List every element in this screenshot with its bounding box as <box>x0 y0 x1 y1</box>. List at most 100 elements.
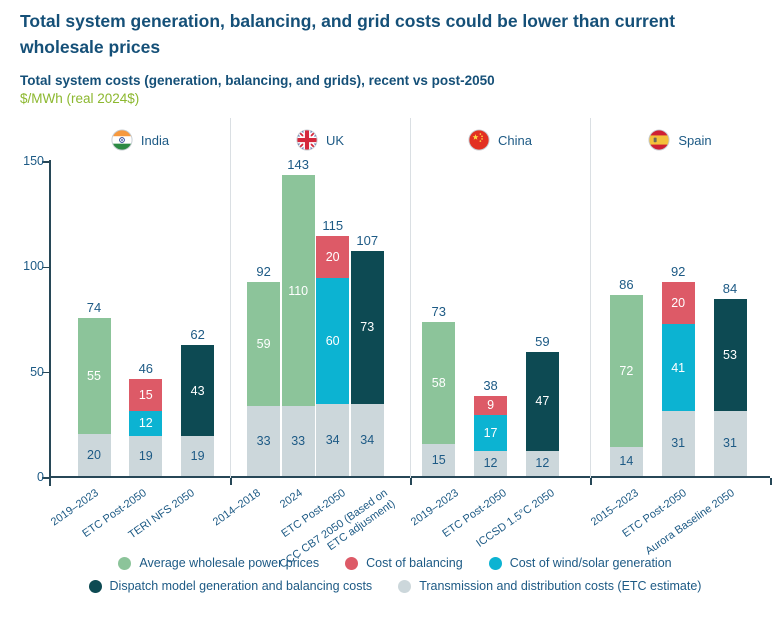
panel-header-uk: UK <box>230 129 410 151</box>
panel-divider <box>410 118 411 478</box>
legend-label: Cost of balancing <box>366 556 463 570</box>
segment-wind_solar: 60 <box>316 277 350 405</box>
india-flag-icon <box>111 129 133 151</box>
bar-ccc-cb7-2050-based-on-etc-adjusment: 107 73 34 <box>350 233 384 476</box>
bar-total-label: 73 <box>431 304 446 320</box>
segment-wholesale: 72 <box>609 294 643 447</box>
segment-wind_solar: 17 <box>474 414 508 451</box>
segment-transmission: 15 <box>422 444 456 476</box>
x-axis-end-tick <box>410 478 412 485</box>
legend-item-wind_solar: Cost of wind/solar generation <box>488 556 672 570</box>
segment-transmission: 20 <box>77 433 111 476</box>
segment-dispatch: 53 <box>713 299 747 411</box>
panel-divider <box>230 118 231 478</box>
segment-transmission: 33 <box>281 406 315 476</box>
segment-balancing: 20 <box>316 235 350 278</box>
panel-divider <box>590 118 591 478</box>
segment-wholesale: 58 <box>422 322 456 445</box>
segment-transmission: 33 <box>247 406 281 476</box>
segment-dispatch: 43 <box>181 345 215 436</box>
legend-dot-transmission <box>398 579 412 593</box>
bar-etc-post-2050: 115 20 60 34 <box>316 218 350 476</box>
segment-dispatch: 47 <box>525 351 559 451</box>
bar-total-label: 107 <box>356 232 379 248</box>
x-tick-group-spain: 2015–2023 ETC Post-2050 Aurora Baseline 20… <box>589 478 770 558</box>
panel-header-spain: Spain <box>590 129 770 151</box>
legend-dot-dispatch <box>88 579 102 593</box>
chart-units-label: $/MWh (real 2024$) <box>20 91 140 106</box>
bar-total-label: 92 <box>670 264 686 280</box>
bar-total-label: 86 <box>619 276 634 292</box>
segment-wholesale: 59 <box>247 282 281 407</box>
y-tick-label: 150 <box>23 154 44 168</box>
panel-spain: 86 72 14 92 20 41 31 84 53 31 <box>582 162 770 476</box>
panel-country-label: UK <box>325 132 345 148</box>
segment-transmission: 34 <box>316 404 350 476</box>
bar-aurora-baseline-2050: 84 53 31 <box>713 281 747 476</box>
bar-etc-post-2050: 46 15 12 19 <box>129 361 163 476</box>
y-tick <box>42 161 49 163</box>
y-tick-label: 100 <box>23 259 44 274</box>
x-axis-end-tick <box>770 478 772 485</box>
spain-flag-icon <box>648 129 670 151</box>
bar-2019-2023: 74 55 20 <box>77 300 111 476</box>
bar-total-label: 115 <box>322 217 344 233</box>
segment-balancing: 20 <box>661 282 695 325</box>
bar-total-label: 59 <box>535 333 550 349</box>
segment-wholesale: 110 <box>281 174 315 407</box>
legend-dot-wholesale <box>118 556 132 570</box>
bar-etc-post-2050: 92 20 41 31 <box>661 264 695 476</box>
segment-wind_solar: 41 <box>661 324 695 411</box>
legend-row: Dispatch model generation and balancing … <box>20 579 770 593</box>
bar-2015-2023: 86 72 14 <box>609 277 643 476</box>
y-tick <box>42 477 49 479</box>
x-axis-end-tick <box>230 478 232 485</box>
china-flag-icon <box>468 129 490 151</box>
segment-balancing: 9 <box>474 395 508 415</box>
segment-transmission: 19 <box>181 435 215 476</box>
segment-dispatch: 73 <box>350 250 384 405</box>
legend-item-balancing: Cost of balancing <box>345 556 463 570</box>
panel-uk: 92 59 33 143 110 33 115 20 60 34 107 73 34 <box>238 157 395 476</box>
panel-country-label: India <box>140 132 170 148</box>
country-headers: India UK China Spain <box>50 118 770 162</box>
chart: India UK China Spain 74 55 20 46 15 12 19 62 43 19 92… <box>20 118 772 571</box>
legend-dot-wind_solar <box>488 556 502 570</box>
x-tick-group-india: 2019–2023 ETC Post-2050 TERI NFS 2050 <box>49 478 230 554</box>
segment-transmission: 12 <box>474 450 508 476</box>
legend-label: Cost of wind/solar generation <box>509 556 672 570</box>
page-title: Total system generation, balancing, and … <box>20 11 676 57</box>
panel-header-china: China <box>410 129 590 151</box>
segment-balancing: 15 <box>129 379 163 411</box>
bar-2014-2018: 92 59 33 <box>247 264 281 476</box>
bar-teri-nfs-2050: 62 43 19 <box>181 327 215 476</box>
legend-label: Average wholesale power prices <box>139 556 320 570</box>
legend-row: Average wholesale power prices Cost of ba… <box>20 556 770 570</box>
bar-2019-2023: 73 58 15 <box>422 304 456 476</box>
bar-total-label: 46 <box>138 361 154 377</box>
bar-total-label: 84 <box>722 281 738 297</box>
legend-dot-balancing <box>345 556 359 570</box>
panel-india: 74 55 20 46 15 12 19 62 43 19 <box>50 162 238 476</box>
segment-transmission: 14 <box>609 446 643 476</box>
bar-iccsd-1-5-c-2050: 59 47 12 <box>525 334 559 476</box>
bar-total-label: 38 <box>483 377 498 393</box>
bar-total-label: 92 <box>256 264 271 280</box>
bar-2024: 143 110 33 <box>281 157 315 476</box>
segment-wind_solar: 12 <box>129 410 163 436</box>
segment-transmission: 31 <box>661 410 695 476</box>
legend-item-transmission: Transmission and distribution costs (ETC… <box>398 579 701 593</box>
panel-country-label: Spain <box>678 132 712 148</box>
legend-item-dispatch: Dispatch model generation and balancing … <box>88 579 372 593</box>
bar-etc-post-2050: 38 9 17 12 <box>474 378 508 476</box>
y-tick <box>42 371 49 374</box>
y-tick-label: 0 <box>37 470 44 484</box>
panel-header-india: India <box>50 129 230 151</box>
y-tick <box>42 266 49 269</box>
panel-china: 73 58 15 38 9 17 12 59 47 12 <box>395 162 583 476</box>
uk-flag-icon <box>296 129 318 151</box>
plot-area: 74 55 20 46 15 12 19 62 43 19 92 59 33 143 110 33 115 20 6… <box>50 157 770 478</box>
chart-subtitle: Total system costs (generation, balancin… <box>20 73 495 88</box>
bar-total-label: 74 <box>86 300 102 316</box>
